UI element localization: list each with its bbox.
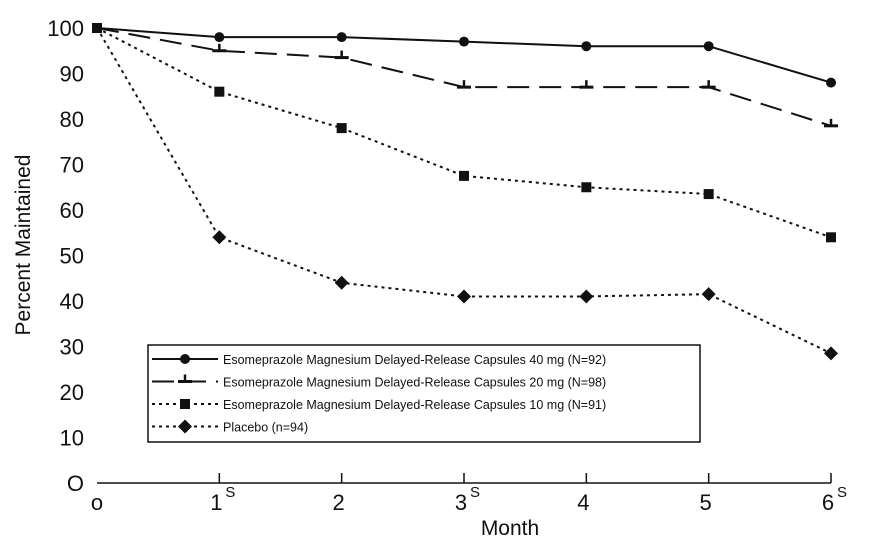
y-tick-label: 100 [47, 16, 84, 41]
series-2 [96, 27, 838, 128]
series-2-point [212, 43, 227, 53]
series-3-line [96, 27, 832, 239]
x-tick-label: 6 [822, 490, 834, 515]
y-tick-label: 30 [60, 335, 84, 360]
series-2-point [334, 50, 349, 60]
x-tick-label: 5 [700, 490, 712, 515]
y-tick-label: O [67, 471, 84, 496]
series-3-point [826, 232, 836, 243]
x-tick-superscript: S [225, 484, 235, 501]
legend-item: Placebo (n=94) [152, 419, 308, 435]
y-tick-label: 50 [60, 244, 84, 269]
y-tick-label: 40 [60, 289, 84, 314]
series-1-line [96, 27, 832, 84]
series-1-point [459, 36, 469, 47]
y-tick-label: 70 [60, 153, 84, 178]
legend-label: Esomeprazole Magnesium Delayed-Release C… [223, 398, 606, 412]
legend-item: Esomeprazole Magnesium Delayed-Release C… [152, 374, 606, 390]
series-4-point [212, 230, 227, 245]
series-1-point [826, 77, 836, 88]
series-3-point [459, 170, 469, 181]
legend-swatch-marker [180, 399, 190, 409]
series-2-point [457, 80, 471, 89]
x-tick-label: 1 [210, 490, 222, 515]
y-tick-label: 90 [60, 62, 84, 87]
series-1-point [703, 41, 714, 52]
x-tick-label: 2 [333, 490, 345, 515]
y-tick-label: 80 [60, 107, 84, 132]
x-tick-label: o [91, 490, 103, 515]
series-1 [96, 27, 836, 88]
x-tick-superscript: S [470, 484, 480, 501]
legend-swatch-marker [180, 354, 190, 364]
y-axis-ticks: O 10 20 30 40 50 60 70 80 90 100 [47, 16, 84, 496]
x-tick-label: 4 [577, 490, 589, 515]
series-3-point [703, 189, 714, 200]
series-4-point [701, 287, 716, 302]
series-2-point [701, 80, 716, 89]
y-axis-title: Percent Maintained [12, 155, 35, 336]
series-3 [96, 27, 836, 243]
legend-swatch-marker [178, 419, 192, 434]
series-4-point [334, 275, 349, 290]
series-3-point [336, 123, 347, 134]
series-1-point [581, 41, 592, 52]
y-tick-label: 20 [60, 380, 84, 405]
origin-point [92, 23, 102, 33]
series-3-point [214, 86, 225, 97]
y-tick-label: 10 [60, 426, 84, 451]
series-3-point [581, 182, 592, 193]
y-tick-label: 60 [60, 198, 84, 223]
legend-label: Esomeprazole Magnesium Delayed-Release C… [223, 353, 606, 367]
legend: Esomeprazole Magnesium Delayed-Release C… [147, 344, 701, 443]
legend-item: Esomeprazole Magnesium Delayed-Release C… [152, 353, 606, 367]
series-2-point [579, 80, 594, 89]
x-tick-label: 3 [455, 490, 467, 515]
series-2-point [824, 118, 838, 128]
series-4-point [824, 346, 838, 361]
series-4-point [579, 289, 594, 304]
series-4-line [96, 27, 832, 355]
legend-label: Placebo (n=94) [223, 421, 308, 435]
legend-item: Esomeprazole Magnesium Delayed-Release C… [152, 398, 606, 412]
series-layer [92, 23, 838, 361]
legend-swatch-marker [178, 374, 192, 383]
legend-label: Esomeprazole Magnesium Delayed-Release C… [223, 376, 606, 390]
series-1-point [214, 32, 225, 43]
legend-box [147, 344, 701, 443]
series-4-point [457, 289, 471, 304]
x-tick-superscript: S [837, 484, 847, 501]
series-4 [96, 27, 838, 361]
series-1-point [336, 32, 347, 43]
x-axis-title: Month [481, 517, 539, 540]
